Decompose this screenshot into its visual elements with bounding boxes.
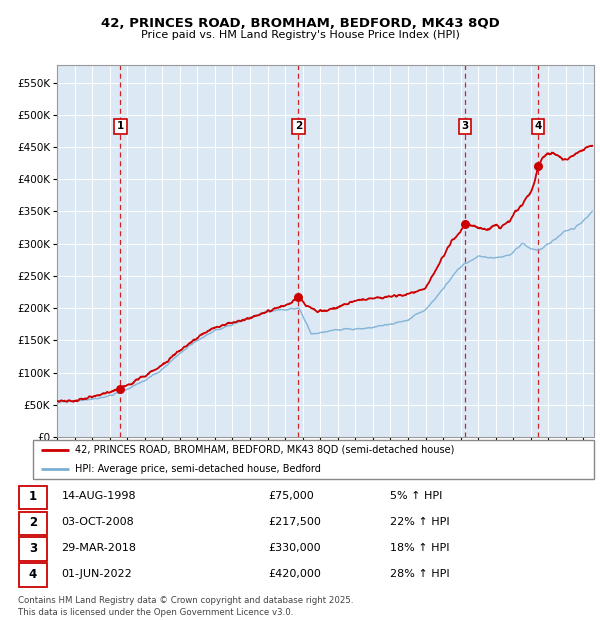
Text: 1: 1 bbox=[29, 490, 37, 503]
Text: 2: 2 bbox=[295, 122, 302, 131]
Text: 01-JUN-2022: 01-JUN-2022 bbox=[61, 569, 132, 579]
Text: £420,000: £420,000 bbox=[268, 569, 321, 579]
Text: £330,000: £330,000 bbox=[268, 543, 321, 553]
Text: 4: 4 bbox=[535, 122, 542, 131]
Text: £75,000: £75,000 bbox=[268, 492, 314, 502]
Text: 18% ↑ HPI: 18% ↑ HPI bbox=[391, 543, 450, 553]
Text: Price paid vs. HM Land Registry's House Price Index (HPI): Price paid vs. HM Land Registry's House … bbox=[140, 30, 460, 40]
Text: 14-AUG-1998: 14-AUG-1998 bbox=[61, 492, 136, 502]
Text: 03-OCT-2008: 03-OCT-2008 bbox=[61, 517, 134, 527]
Text: 29-MAR-2018: 29-MAR-2018 bbox=[61, 543, 136, 553]
Bar bbox=[19, 512, 47, 535]
Text: Contains HM Land Registry data © Crown copyright and database right 2025.
This d: Contains HM Land Registry data © Crown c… bbox=[18, 596, 353, 618]
Text: 42, PRINCES ROAD, BROMHAM, BEDFORD, MK43 8QD: 42, PRINCES ROAD, BROMHAM, BEDFORD, MK43… bbox=[101, 17, 499, 30]
Text: 4: 4 bbox=[29, 568, 37, 581]
Text: 3: 3 bbox=[29, 542, 37, 555]
Text: HPI: Average price, semi-detached house, Bedford: HPI: Average price, semi-detached house,… bbox=[75, 464, 321, 474]
Text: 3: 3 bbox=[461, 122, 469, 131]
Text: 2: 2 bbox=[29, 516, 37, 529]
Bar bbox=[19, 538, 47, 561]
Text: 28% ↑ HPI: 28% ↑ HPI bbox=[391, 569, 450, 579]
Text: 22% ↑ HPI: 22% ↑ HPI bbox=[391, 517, 450, 527]
Text: 1: 1 bbox=[117, 122, 124, 131]
Text: 5% ↑ HPI: 5% ↑ HPI bbox=[391, 492, 443, 502]
Bar bbox=[19, 485, 47, 509]
Text: £217,500: £217,500 bbox=[268, 517, 321, 527]
Bar bbox=[19, 564, 47, 587]
Text: 42, PRINCES ROAD, BROMHAM, BEDFORD, MK43 8QD (semi-detached house): 42, PRINCES ROAD, BROMHAM, BEDFORD, MK43… bbox=[75, 445, 454, 454]
